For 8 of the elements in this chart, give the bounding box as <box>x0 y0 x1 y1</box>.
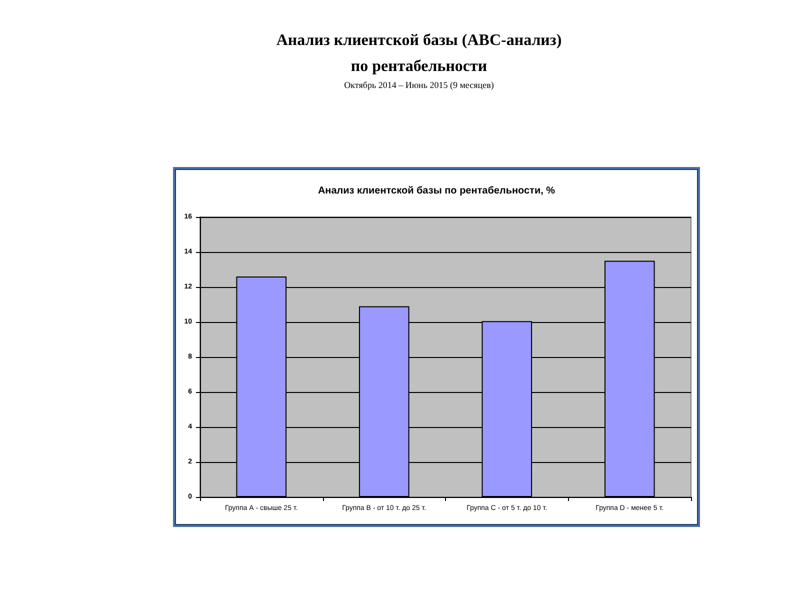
text: по рентабельности <box>350 57 488 77</box>
bar <box>604 260 655 497</box>
text: Анализ клиентской базы (ABC-анализ) <box>275 31 563 51</box>
bar <box>482 321 532 497</box>
text: Октябрь 2014 – Июнь 2015 (9 месяцев) <box>343 79 495 92</box>
bar <box>236 276 287 497</box>
chart-title: Анализ клиентской базы по рентабельности, % <box>318 186 556 196</box>
bar <box>358 306 410 497</box>
